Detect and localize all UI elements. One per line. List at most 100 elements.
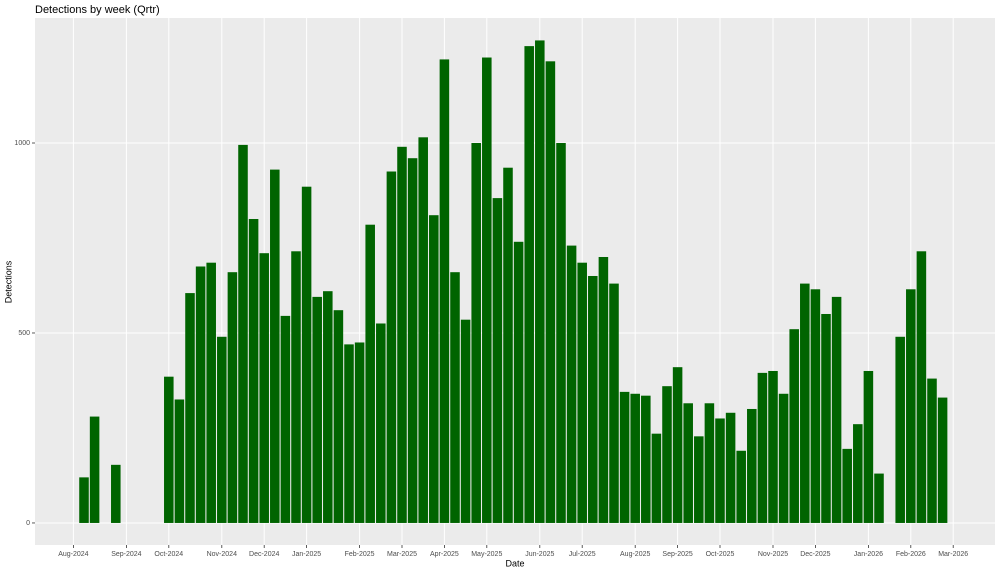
bar xyxy=(704,403,715,523)
bar xyxy=(397,146,407,523)
bar xyxy=(831,296,842,523)
bar xyxy=(185,293,195,523)
bar xyxy=(312,296,322,523)
bar xyxy=(810,289,821,523)
bar xyxy=(778,393,789,523)
x-tick-label: Oct-2025 xyxy=(706,551,735,558)
x-tick-label: Sep-2024 xyxy=(111,551,141,558)
bar xyxy=(535,40,545,523)
y-tick-label: 500 xyxy=(18,330,30,337)
bar xyxy=(672,367,683,523)
bar xyxy=(323,291,333,523)
bar xyxy=(79,477,89,523)
bar xyxy=(195,266,206,523)
bar xyxy=(916,251,927,523)
bar xyxy=(566,245,577,523)
bar xyxy=(333,310,344,523)
bar xyxy=(248,218,259,523)
bar xyxy=(354,342,365,523)
bar xyxy=(418,137,428,523)
y-tick-label: 1000 xyxy=(14,140,30,147)
bar xyxy=(164,376,174,523)
x-tick-label: Dec-2025 xyxy=(800,551,830,558)
bar xyxy=(471,143,481,523)
bar xyxy=(450,272,460,523)
bar xyxy=(874,473,884,523)
bar xyxy=(301,186,312,523)
bar xyxy=(757,372,768,523)
bar xyxy=(821,313,831,523)
bar xyxy=(789,329,799,523)
bar xyxy=(736,450,746,523)
x-tick-label: Feb-2026 xyxy=(896,551,926,558)
bar xyxy=(937,397,948,523)
x-tick-label: Aug-2025 xyxy=(620,551,650,558)
bar xyxy=(694,436,704,523)
bar xyxy=(429,215,439,523)
x-tick-label: Jun-2025 xyxy=(525,551,554,558)
bar xyxy=(715,418,725,523)
bar xyxy=(238,144,248,523)
bar xyxy=(482,57,492,523)
bar xyxy=(588,275,598,523)
bar xyxy=(217,336,227,523)
bar xyxy=(683,403,693,523)
bar xyxy=(280,315,291,523)
bar xyxy=(206,262,216,523)
x-tick-label: Sep-2025 xyxy=(662,551,692,558)
bar xyxy=(598,256,609,523)
x-tick-label: Nov-2025 xyxy=(758,551,788,558)
bar xyxy=(524,46,534,523)
x-tick-label: Jan-2025 xyxy=(292,551,321,558)
x-tick-label: Dec-2024 xyxy=(249,551,279,558)
bar xyxy=(725,412,736,523)
bar xyxy=(365,224,375,523)
bar xyxy=(556,143,566,523)
bar xyxy=(641,395,651,523)
x-tick-label: Oct-2024 xyxy=(154,551,183,558)
bar xyxy=(503,167,513,523)
x-tick-label: Jul-2025 xyxy=(569,551,596,558)
x-tick-label: Nov-2024 xyxy=(207,551,237,558)
bar xyxy=(768,370,778,523)
bar xyxy=(291,251,301,523)
bar xyxy=(895,336,905,523)
bar xyxy=(460,319,471,523)
bar xyxy=(906,289,916,523)
bar xyxy=(863,370,874,523)
x-tick-label: Apr-2025 xyxy=(430,551,459,558)
bar xyxy=(747,408,757,523)
bar xyxy=(853,424,863,523)
bar xyxy=(376,323,386,523)
x-axis-label: Date xyxy=(505,558,524,568)
bar xyxy=(545,61,556,523)
bar xyxy=(174,399,185,523)
x-tick-label: Jan-2026 xyxy=(854,551,883,558)
x-tick-label: Mar-2026 xyxy=(938,551,968,558)
bar xyxy=(577,262,587,523)
bar xyxy=(651,433,662,523)
x-tick-label: Aug-2024 xyxy=(58,551,88,558)
bar xyxy=(344,344,354,523)
x-tick-label: May-2025 xyxy=(471,551,502,558)
bar xyxy=(630,393,640,523)
bar xyxy=(619,391,630,523)
bar xyxy=(609,283,619,523)
bar xyxy=(513,241,524,523)
x-tick-label: Mar-2025 xyxy=(387,551,417,558)
bar xyxy=(800,283,810,523)
y-axis-label: Detections xyxy=(3,260,13,303)
bar xyxy=(439,59,450,523)
bar xyxy=(927,378,937,523)
bar xyxy=(227,272,238,523)
bar xyxy=(270,169,280,523)
bar xyxy=(111,464,121,523)
bar xyxy=(662,386,672,523)
bar xyxy=(386,171,397,523)
x-tick-label: Feb-2025 xyxy=(345,551,375,558)
bar xyxy=(842,448,852,523)
bar xyxy=(89,416,100,523)
chart-title: Detections by week (Qrtr) xyxy=(35,4,160,16)
y-tick-label: 0 xyxy=(26,520,30,527)
